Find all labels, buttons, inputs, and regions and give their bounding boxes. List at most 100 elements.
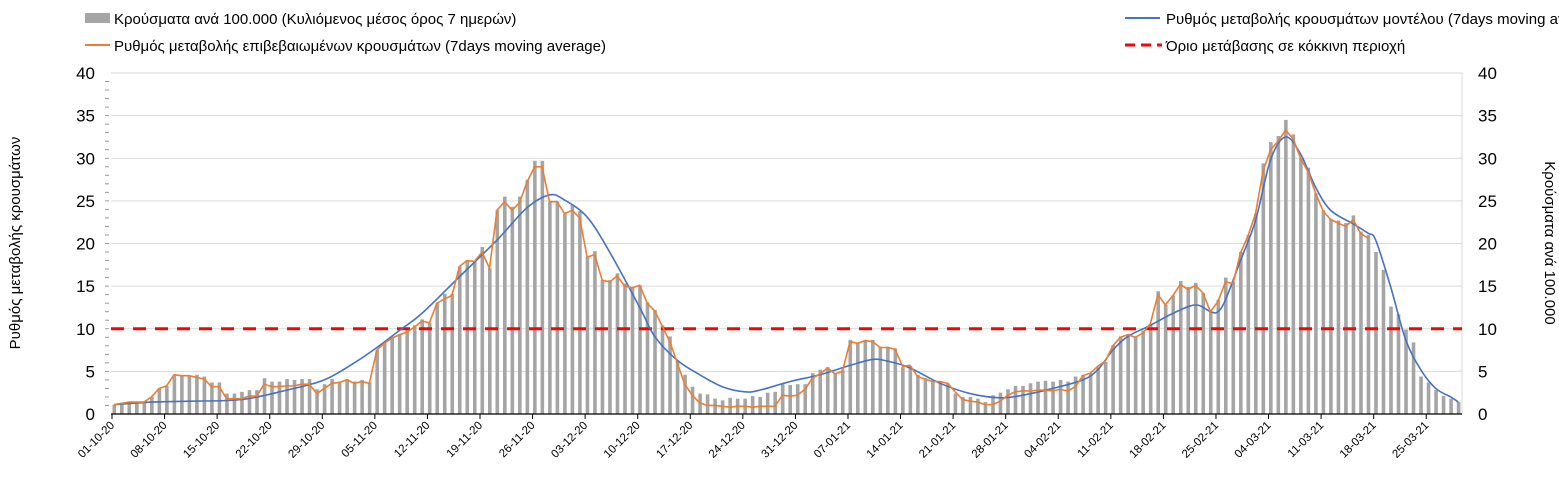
- bar: [435, 303, 440, 414]
- bar: [1374, 252, 1378, 414]
- bar: [1216, 299, 1221, 414]
- bar: [540, 160, 545, 414]
- bar: [818, 369, 823, 414]
- bar: [1006, 389, 1010, 414]
- bar: [1156, 291, 1160, 414]
- bar: [1246, 234, 1251, 414]
- bar: [180, 375, 184, 414]
- bar: [518, 196, 522, 414]
- bar: [803, 384, 808, 414]
- bar: [600, 280, 605, 414]
- x-tick-label: 18-03-21: [1338, 420, 1379, 461]
- bar: [285, 379, 289, 414]
- x-tick-label: 25-03-21: [1390, 420, 1431, 461]
- bar: [1269, 142, 1273, 415]
- bar: [871, 339, 875, 414]
- bar: [322, 384, 327, 414]
- bar: [690, 386, 695, 414]
- bar: [961, 396, 965, 414]
- x-tick-label: 01-10-20: [76, 420, 117, 461]
- y-tick-label-right: 10: [1478, 320, 1497, 339]
- bar: [1299, 158, 1303, 414]
- bar: [1306, 167, 1311, 414]
- y-tick-labels: 0 0 5 5 10 10 15 15 20 20 25 25 30 30 35 35 40 40: [76, 64, 1497, 424]
- bar: [225, 393, 229, 414]
- legend-label-threshold: Όριο μετάβασης σε κόκκινη περιοχή: [1165, 38, 1405, 55]
- bar: [893, 348, 898, 414]
- bar: [1336, 220, 1341, 414]
- bar: [1411, 342, 1416, 414]
- bar: [1426, 382, 1431, 414]
- bar: [412, 325, 417, 414]
- x-tick-label: 04-02-21: [1022, 420, 1063, 461]
- legend-swatch-bars: [85, 13, 110, 23]
- bar: [976, 398, 980, 414]
- bar: [120, 403, 124, 414]
- bar: [660, 325, 665, 414]
- bar: [1036, 381, 1040, 414]
- bar: [1028, 383, 1033, 414]
- bar: [908, 366, 913, 414]
- bar: [788, 385, 792, 414]
- bar: [1359, 231, 1363, 414]
- bar: [1103, 361, 1108, 414]
- bar: [1118, 336, 1123, 414]
- legend: Κρούσματα ανά 100.000 (Κυλιόμενος μέσος …: [85, 11, 1559, 55]
- bar: [555, 201, 560, 414]
- bar: [593, 251, 597, 414]
- y-tick-label-right: 0: [1478, 405, 1487, 424]
- bar: [1193, 282, 1198, 414]
- bar: [931, 381, 935, 414]
- bar: [442, 293, 447, 414]
- bar: [1254, 213, 1258, 414]
- bar: [300, 379, 304, 414]
- bar: [1381, 269, 1386, 414]
- bar: [503, 196, 507, 414]
- bar: [352, 381, 357, 414]
- bar: [810, 373, 815, 414]
- bar: [608, 280, 612, 414]
- legend-label-confirmed: Ρυθμός μεταβολής επιβεβαιωμένων κρουσμάτ…: [114, 38, 606, 55]
- x-axis: 01-10-20 08-10-20 15-10-20 22-10-20 29-10-20…: [76, 413, 1462, 461]
- y-tick-label-left: 30: [76, 149, 95, 168]
- y-tick-label-left: 25: [76, 192, 95, 211]
- y-axis-title-right: Κρούσματα ανά 100.000: [1541, 161, 1558, 324]
- bar: [1013, 385, 1018, 414]
- bar: [150, 396, 154, 414]
- bar: [397, 334, 402, 414]
- bar: [450, 293, 455, 414]
- bar: [668, 336, 672, 414]
- y-tick-label-left: 10: [76, 320, 95, 339]
- bar: [863, 339, 868, 414]
- bar: [1314, 193, 1318, 414]
- bar: [217, 382, 222, 414]
- bar: [510, 206, 515, 414]
- bar: [1058, 379, 1063, 414]
- bar: [855, 343, 860, 414]
- bar: [1276, 136, 1281, 414]
- bar: [758, 396, 762, 414]
- bar: [840, 369, 845, 414]
- model-line: [113, 136, 1459, 406]
- bar: [563, 213, 567, 414]
- bar: [1441, 396, 1446, 414]
- bar: [142, 402, 147, 414]
- x-tick-label: 26-11-20: [497, 420, 537, 460]
- bar: [615, 273, 620, 414]
- x-tick-label: 17-12-20: [654, 420, 695, 461]
- bar: [277, 381, 282, 414]
- x-tick-label: 25-02-21: [1180, 420, 1221, 461]
- bar: [1133, 336, 1138, 414]
- x-tick-label: 22-10-20: [234, 420, 275, 461]
- bar: [638, 285, 642, 414]
- y-tick-label-right: 15: [1478, 277, 1497, 296]
- bar: [938, 381, 943, 414]
- bar: [533, 160, 537, 414]
- confirmed-line: [113, 128, 1369, 408]
- bar: [705, 394, 710, 414]
- bar: [1434, 390, 1438, 414]
- bar: [998, 392, 1003, 414]
- y-tick-label-right: 30: [1478, 149, 1497, 168]
- gridlines: [105, 72, 1463, 414]
- bar: [630, 286, 635, 414]
